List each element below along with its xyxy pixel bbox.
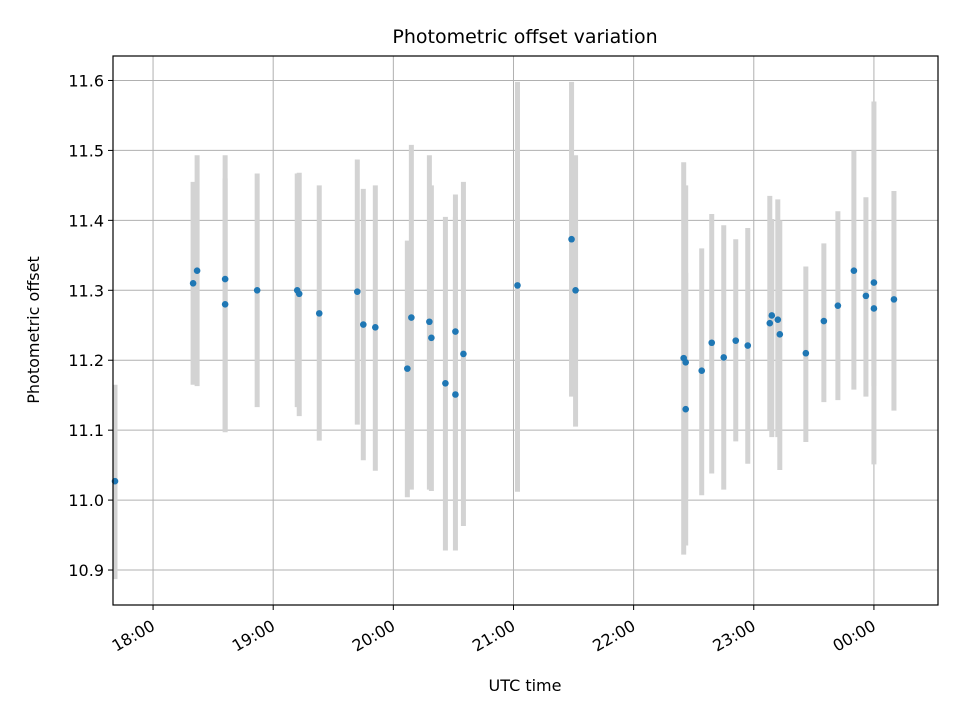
y-tick-label: 11.1: [68, 421, 104, 440]
y-tick-label: 11.4: [68, 211, 104, 230]
data-point: [221, 275, 229, 283]
data-point: [428, 334, 435, 342]
data-point: [766, 319, 774, 327]
data-point: [452, 391, 459, 398]
data-point: [353, 288, 361, 295]
y-tick-label: 11.5: [68, 141, 104, 160]
y-tick-label: 11.6: [68, 71, 104, 90]
x-axis-label: UTC time: [489, 676, 562, 695]
data-point: [862, 292, 870, 300]
data-point: [776, 331, 784, 338]
data-point: [708, 339, 716, 347]
data-point: [698, 367, 706, 375]
y-tick-label: 11.2: [68, 351, 104, 370]
data-point: [372, 324, 379, 331]
data-point: [221, 300, 229, 308]
data-point: [404, 365, 411, 372]
data-point: [460, 350, 467, 358]
data-point: [744, 342, 752, 349]
data-point: [768, 312, 776, 319]
data-points: [111, 235, 898, 485]
data-point: [572, 286, 579, 294]
data-point: [295, 290, 303, 298]
data-point: [315, 310, 323, 317]
chart-title: Photometric offset variation: [392, 26, 657, 48]
data-point: [890, 296, 898, 303]
data-point: [442, 380, 449, 387]
data-point: [189, 279, 197, 287]
data-point: [870, 279, 878, 286]
data-point: [452, 328, 459, 335]
data-point: [193, 267, 201, 275]
data-point: [834, 302, 842, 309]
data-point: [514, 282, 521, 289]
grid: [113, 56, 938, 605]
data-point: [426, 318, 433, 326]
data-point: [774, 316, 782, 323]
data-point: [682, 359, 689, 366]
y-tick-label: 11.0: [68, 491, 104, 510]
plot-frame: [112, 55, 939, 606]
data-point: [568, 235, 575, 243]
y-tick-label: 10.9: [68, 561, 104, 580]
data-point: [802, 349, 810, 357]
data-point: [408, 314, 415, 321]
data-point: [360, 321, 367, 328]
data-point: [850, 267, 858, 275]
data-point: [682, 405, 689, 413]
data-point: [253, 286, 261, 294]
y-axis: 10.9 11.0 11.1 11.2 11.3 11.4 11.5 11.6: [68, 71, 113, 580]
data-point: [820, 317, 828, 325]
data-point: [732, 337, 740, 344]
y-axis-label: Photometric offset: [24, 256, 43, 404]
data-point: [870, 305, 878, 312]
data-point: [720, 354, 728, 361]
y-tick-label: 11.3: [68, 281, 104, 300]
